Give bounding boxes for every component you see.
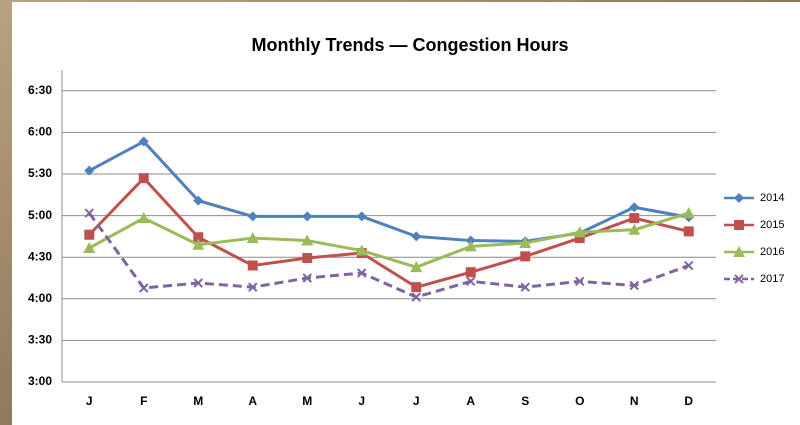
x-tick-label: D — [684, 394, 693, 408]
marker — [192, 238, 205, 250]
y-tick-label: 3:30 — [28, 333, 52, 347]
marker — [682, 207, 695, 219]
y-tick-label: 4:30 — [28, 249, 52, 263]
series-line — [88, 212, 690, 299]
chart-title: Monthly Trends — Congestion Hours — [251, 35, 568, 55]
marker — [193, 195, 204, 206]
marker — [683, 226, 694, 237]
y-tick-label: 5:30 — [28, 166, 52, 180]
legend-marker — [734, 274, 744, 284]
marker — [411, 282, 422, 293]
marker — [411, 231, 422, 242]
x-tick-label: A — [248, 394, 257, 408]
legend-marker — [733, 246, 745, 257]
marker — [84, 208, 94, 218]
y-tick-label: 5:00 — [28, 208, 52, 222]
legend-marker — [734, 220, 744, 230]
marker — [629, 202, 640, 213]
marker — [464, 240, 477, 252]
x-tick-label: F — [140, 394, 147, 408]
marker — [83, 242, 96, 254]
marker — [519, 237, 532, 249]
chart-area — [12, 2, 800, 425]
marker — [247, 260, 258, 271]
y-tick-label: 3:00 — [28, 374, 52, 388]
marker — [84, 165, 95, 176]
marker — [246, 232, 259, 244]
marker — [628, 223, 641, 235]
marker — [465, 267, 476, 278]
marker — [411, 292, 421, 302]
marker — [357, 268, 367, 278]
marker — [302, 273, 312, 283]
legend-entry: 2015 — [724, 219, 784, 231]
marker — [520, 282, 530, 292]
marker — [193, 232, 204, 243]
marker — [629, 280, 639, 291]
x-tick-label: N — [630, 394, 639, 408]
legend-label: 2017 — [760, 273, 784, 285]
legend-entry: 2017 — [724, 273, 784, 285]
legend-entry: 2016 — [724, 246, 784, 258]
legend-label: 2014 — [760, 192, 784, 204]
legend-entry: 2014 — [724, 192, 784, 204]
marker — [355, 244, 368, 256]
marker — [248, 282, 258, 292]
marker — [575, 276, 585, 287]
legend-label: 2015 — [760, 219, 784, 231]
marker — [84, 229, 95, 240]
marker — [410, 261, 423, 273]
series-line — [88, 211, 690, 269]
marker — [193, 278, 203, 288]
legend-marker — [734, 193, 744, 203]
y-tick-label: 4:00 — [28, 291, 52, 305]
x-tick-label: S — [521, 394, 529, 408]
marker — [573, 226, 586, 238]
marker — [137, 212, 150, 224]
x-tick-label: J — [413, 394, 420, 408]
marker — [302, 211, 313, 222]
marker — [301, 234, 314, 246]
marker — [139, 283, 149, 293]
marker — [466, 276, 476, 287]
x-tick-label: J — [86, 394, 93, 408]
y-tick-label: 6:30 — [28, 83, 52, 97]
x-tick-label: J — [358, 394, 365, 408]
x-tick-label: A — [466, 394, 475, 408]
marker — [138, 136, 149, 147]
marker — [684, 260, 694, 271]
marker — [629, 213, 640, 224]
marker — [520, 251, 531, 262]
series-line — [88, 140, 690, 243]
marker — [302, 253, 313, 264]
marker — [138, 173, 149, 184]
series-line — [88, 176, 690, 289]
y-tick-label: 6:00 — [28, 125, 52, 139]
marker — [574, 233, 585, 244]
x-tick-label: M — [193, 394, 203, 408]
marker — [356, 211, 367, 222]
x-tick-label: O — [575, 394, 584, 408]
legend-label: 2016 — [760, 246, 784, 258]
marker — [247, 211, 258, 222]
x-tick-label: M — [302, 394, 312, 408]
